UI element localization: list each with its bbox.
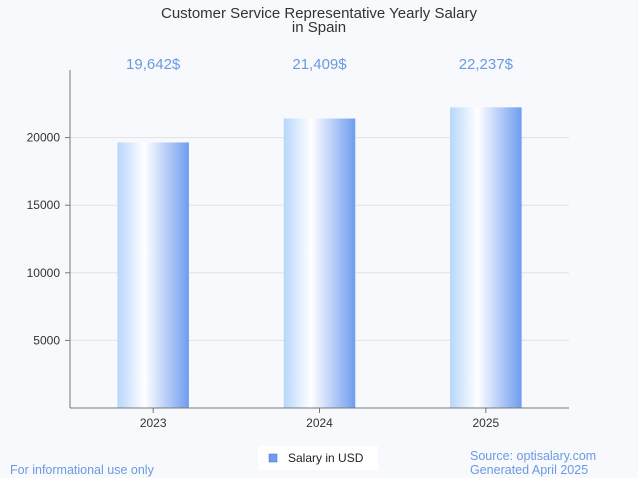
y-tick-label: 20000 (27, 131, 61, 145)
generated-text: Generated April 2025 (470, 463, 588, 477)
disclaimer-text: For informational use only (10, 463, 155, 477)
x-tick-label: 2023 (140, 416, 167, 430)
source-text: Source: optisalary.com (470, 449, 596, 463)
chart-title-line-2: in Spain (292, 19, 346, 36)
chart-title-line-1: Customer Service Representative Yearly S… (161, 5, 477, 22)
y-tick-label: 15000 (27, 198, 61, 212)
y-tick-labels: 5000 10000 15000 20000 (27, 131, 70, 347)
legend-swatch (268, 453, 278, 463)
bar-2023[interactable] (117, 142, 189, 408)
value-labels: 19,642$ 21,409$ 22,237$ (126, 56, 514, 73)
x-tick-labels: 2023 2024 2025 (140, 408, 500, 430)
bar-2025[interactable] (450, 107, 522, 408)
legend-box (258, 446, 378, 470)
y-tick-label: 5000 (33, 333, 60, 347)
bars (117, 107, 522, 408)
legend-label: Salary in USD (288, 451, 364, 465)
bar-2024[interactable] (283, 118, 356, 408)
legend[interactable]: Salary in USD (258, 446, 378, 470)
value-label-2025: 22,237$ (459, 56, 514, 73)
x-tick-label: 2025 (472, 416, 499, 430)
x-tick-label: 2024 (306, 416, 333, 430)
value-label-2024: 21,409$ (292, 56, 347, 73)
y-tick-label: 10000 (27, 266, 61, 280)
value-label-2023: 19,642$ (126, 56, 181, 73)
